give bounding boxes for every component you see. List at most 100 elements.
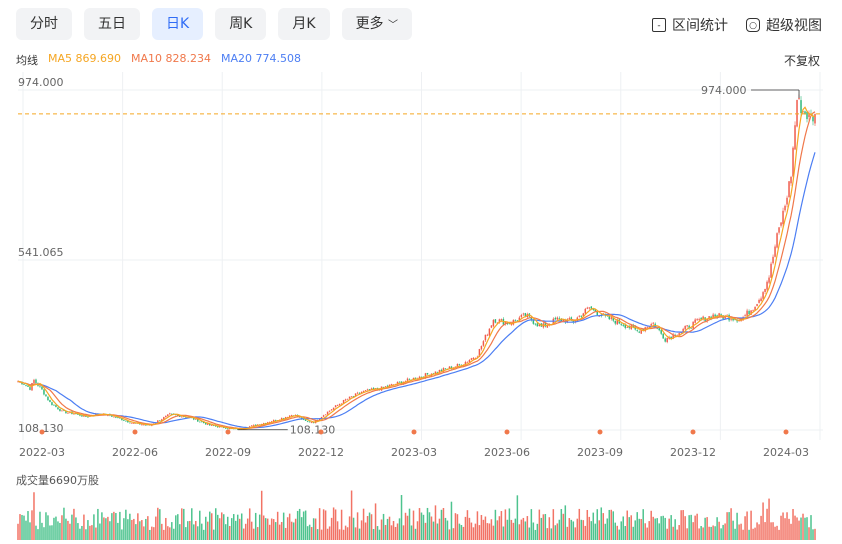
candle-body bbox=[364, 390, 367, 392]
candle-body bbox=[626, 327, 628, 328]
volume-bar bbox=[630, 515, 632, 540]
tab-monthly-k[interactable]: 月K bbox=[278, 8, 330, 40]
super-view-button[interactable]: ○ 超级视图 bbox=[746, 15, 822, 35]
volume-bar bbox=[584, 525, 587, 540]
volume-bar bbox=[362, 508, 365, 540]
volume-bar bbox=[47, 515, 49, 540]
kline-chart[interactable]: 974.000 541.065 108.130 974.000 108.130 … bbox=[0, 72, 842, 544]
volume-bar bbox=[702, 527, 704, 540]
volume-bar bbox=[462, 526, 465, 540]
volume-bar bbox=[384, 524, 387, 540]
candle-body bbox=[694, 319, 696, 323]
candle-body bbox=[658, 328, 660, 331]
volume-bar bbox=[177, 514, 179, 540]
volume-bar bbox=[308, 524, 311, 540]
candle-body bbox=[518, 317, 521, 321]
tab-intraday[interactable]: 分时 bbox=[16, 8, 72, 40]
volume-bar bbox=[622, 516, 624, 540]
range-stats-button[interactable]: - 区间统计 bbox=[652, 15, 728, 35]
volume-bar bbox=[264, 518, 267, 540]
volume-bar bbox=[294, 518, 297, 540]
volume-bar bbox=[93, 514, 95, 540]
candle-body bbox=[450, 366, 453, 369]
volume-bar bbox=[220, 512, 223, 540]
volume-bar bbox=[504, 509, 507, 540]
volume-bar bbox=[478, 525, 481, 540]
volume-bar bbox=[139, 521, 141, 540]
volume-bar bbox=[596, 509, 599, 540]
volume-bar bbox=[626, 510, 628, 540]
candle-body bbox=[672, 334, 674, 339]
range-bracket-icon: - bbox=[652, 18, 666, 32]
candle-body bbox=[730, 319, 732, 321]
volume-bar bbox=[125, 509, 127, 540]
volume-bar bbox=[99, 523, 101, 540]
candle-body bbox=[35, 379, 37, 383]
volume-bar bbox=[159, 509, 161, 540]
volume-bar bbox=[155, 516, 157, 540]
candle-body bbox=[472, 357, 475, 360]
candle-body bbox=[764, 288, 766, 292]
volume-bar bbox=[466, 510, 469, 540]
volume-bar bbox=[616, 525, 618, 540]
volume-bar bbox=[314, 518, 317, 540]
tab-more[interactable]: 更多 ﹀ bbox=[341, 8, 413, 40]
volume-bar bbox=[786, 512, 788, 540]
volume-bar bbox=[594, 523, 597, 540]
candle-body bbox=[213, 425, 215, 426]
volume-bar bbox=[173, 528, 175, 540]
chevron-down-icon: ﹀ bbox=[388, 20, 399, 31]
volume-bar bbox=[380, 519, 383, 540]
volume-bar bbox=[350, 490, 353, 540]
volume-bar bbox=[211, 513, 213, 540]
volume-bar bbox=[746, 511, 748, 540]
volume-bar bbox=[304, 510, 307, 540]
candle-body bbox=[582, 313, 585, 317]
tab-daily-k[interactable]: 日K bbox=[152, 8, 204, 40]
volume-bar bbox=[476, 511, 479, 540]
candle-body bbox=[594, 308, 597, 312]
candle-body bbox=[338, 404, 341, 406]
volume-bar bbox=[814, 528, 816, 540]
candle-body bbox=[169, 413, 171, 415]
candle-body bbox=[280, 417, 283, 421]
volume-bar bbox=[171, 522, 173, 540]
volume-bar bbox=[720, 528, 722, 540]
volume-bar bbox=[644, 523, 646, 540]
volume-bar bbox=[81, 525, 83, 540]
volume-bar bbox=[444, 517, 447, 540]
candle-body bbox=[195, 418, 197, 420]
volume-bar bbox=[199, 510, 201, 540]
volume-bar bbox=[438, 518, 441, 540]
candle-body bbox=[766, 281, 768, 290]
candle-body bbox=[121, 418, 123, 421]
volume-bar bbox=[454, 513, 457, 540]
volume-bar bbox=[280, 521, 283, 540]
volume-bar bbox=[598, 520, 601, 540]
candle-body bbox=[708, 316, 710, 319]
volume-bar bbox=[217, 514, 219, 540]
volume-bar bbox=[83, 514, 85, 540]
volume-bar bbox=[246, 518, 249, 540]
min-price-label: 108.130 bbox=[290, 424, 336, 437]
tab-five-day[interactable]: 五日 bbox=[84, 8, 140, 40]
tab-weekly-k[interactable]: 周K bbox=[215, 8, 267, 40]
volume-bar bbox=[352, 517, 355, 540]
candle-body bbox=[706, 318, 708, 322]
volume-bar bbox=[520, 519, 523, 540]
volume-bar bbox=[540, 517, 543, 540]
volume-bar bbox=[718, 521, 720, 540]
x-tick-dot bbox=[225, 429, 231, 435]
candle-body bbox=[758, 299, 760, 303]
candle-body bbox=[476, 356, 479, 358]
adjust-dropdown[interactable]: 不复权 bbox=[783, 54, 820, 68]
candle-body bbox=[83, 415, 85, 417]
candle-body bbox=[458, 364, 461, 366]
volume-bar bbox=[612, 511, 615, 540]
volume-bar bbox=[394, 526, 397, 540]
candle-body bbox=[748, 310, 750, 315]
candle-body bbox=[177, 414, 179, 416]
volume-bar bbox=[386, 518, 389, 540]
volume-bar bbox=[544, 514, 547, 540]
candle-body bbox=[207, 423, 209, 425]
